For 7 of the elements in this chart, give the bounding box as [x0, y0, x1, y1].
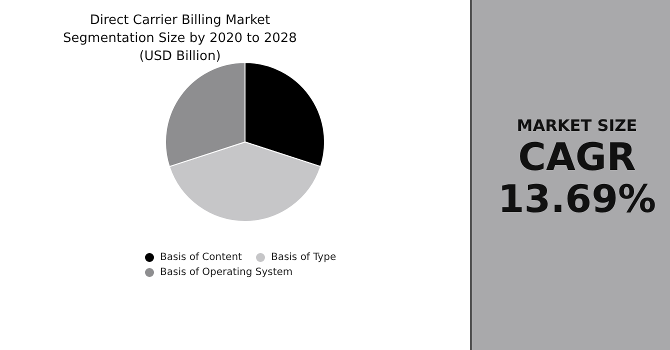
legend-label: Basis of Content	[160, 252, 242, 263]
text: 13.69%	[496, 177, 658, 221]
text: MARKET SIZE	[516, 116, 638, 135]
legend-label: Basis of Type	[270, 252, 336, 263]
legend-label: Basis of Operating System	[160, 267, 293, 278]
chart-title: Direct Carrier Billing Market Segmentation Size by 2020 to 2028 (USD Billion)	[62, 12, 298, 66]
text: CAGR	[517, 135, 637, 179]
